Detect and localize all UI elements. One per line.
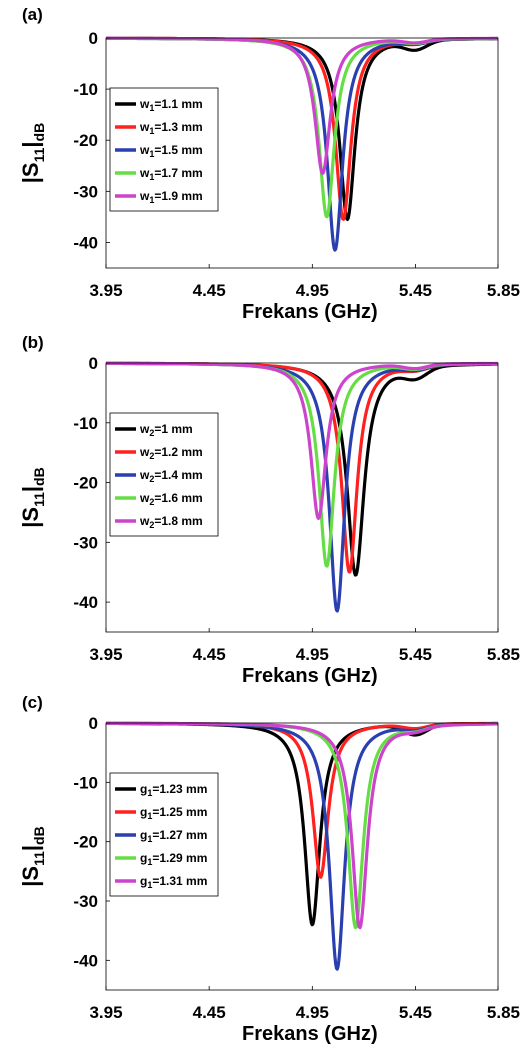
x-axis-label: Frekans (GHz) <box>242 301 378 323</box>
x-axis-label: Frekans (GHz) <box>242 1023 378 1045</box>
x-tick-label: 5.45 <box>399 1003 432 1022</box>
y-tick-label: 0 <box>89 354 98 373</box>
panel-label: (c) <box>22 693 43 712</box>
x-tick-label: 4.95 <box>296 281 329 300</box>
plot-frame <box>105 722 499 991</box>
legend-entry: w2=1.4 mm <box>139 468 203 484</box>
y-tick-label: -30 <box>73 892 98 911</box>
x-tick-label: 5.85 <box>487 281 520 300</box>
legend-entry: g1=1.29 mm <box>140 851 207 867</box>
y-tick-label: -10 <box>73 414 98 433</box>
panel-label: (a) <box>22 5 43 24</box>
panel-label: (b) <box>22 333 44 352</box>
x-tick-label: 4.45 <box>193 281 226 300</box>
y-tick-label: -10 <box>73 773 98 792</box>
x-tick-label: 5.85 <box>487 645 520 664</box>
plot-frame <box>105 37 499 269</box>
chart-panel: (c) 0 -10 -20 -30 -40 3.95 4.45 4.95 5.45 5.85 Frek… <box>18 693 520 1045</box>
legend-entry: w2=1 mm <box>139 422 193 438</box>
x-tick-label: 4.95 <box>296 1003 329 1022</box>
x-tick-label: 4.45 <box>193 645 226 664</box>
x-tick-label: 4.95 <box>296 645 329 664</box>
y-tick-label: 0 <box>89 29 98 48</box>
legend-entry: w2=1.2 mm <box>139 445 203 461</box>
legend-entry: g1=1.27 mm <box>140 828 207 844</box>
y-axis-label: |S11|dB <box>18 826 47 886</box>
legend-entry: w1=1.9 mm <box>139 189 203 205</box>
y-axis-label: |S11|dB <box>18 123 47 183</box>
x-tick-label: 4.45 <box>193 1003 226 1022</box>
series-line <box>105 721 499 930</box>
plot-frame <box>105 362 499 633</box>
y-tick-label: -30 <box>73 533 98 552</box>
legend-entry: w1=1.3 mm <box>139 120 203 136</box>
chart-panel: (b) 0 -10 -20 -30 -40 3.95 4.45 4.95 5.45 5.85 Frek… <box>18 333 520 687</box>
legend-entry: w1=1.5 mm <box>139 143 203 159</box>
legend-entry: w1=1.7 mm <box>139 166 203 182</box>
series-line <box>105 361 499 521</box>
y-tick-label: -30 <box>73 182 98 201</box>
x-tick-label: 5.85 <box>487 1003 520 1022</box>
x-tick-label: 5.45 <box>399 281 432 300</box>
y-tick-label: -40 <box>73 233 98 252</box>
y-tick-label: -20 <box>73 833 98 852</box>
x-tick-label: 3.95 <box>89 1003 122 1022</box>
y-tick-label: -40 <box>73 593 98 612</box>
y-tick-label: -10 <box>73 80 98 99</box>
legend-entry: g1=1.31 mm <box>140 874 207 890</box>
x-tick-label: 3.95 <box>89 281 122 300</box>
y-tick-label: 0 <box>89 714 98 733</box>
legend-entry: w1=1.1 mm <box>139 97 203 113</box>
series-line <box>105 36 499 175</box>
legend-entry: g1=1.25 mm <box>140 805 207 821</box>
x-tick-label: 5.45 <box>399 645 432 664</box>
y-tick-label: -40 <box>73 951 98 970</box>
chart-panel: (a) 0 -10 -20 -30 -40 3.95 4.45 4.95 5.45 5.85 Frek… <box>18 5 520 323</box>
legend-entry: g1=1.23 mm <box>140 782 207 798</box>
y-tick-label: -20 <box>73 474 98 493</box>
x-axis-label: Frekans (GHz) <box>242 665 378 687</box>
y-tick-label: -20 <box>73 131 98 150</box>
legend-entry: w2=1.6 mm <box>139 491 203 507</box>
y-axis-label: |S11|dB <box>18 467 47 527</box>
legend-entry: w2=1.8 mm <box>139 514 203 530</box>
x-tick-label: 3.95 <box>89 645 122 664</box>
